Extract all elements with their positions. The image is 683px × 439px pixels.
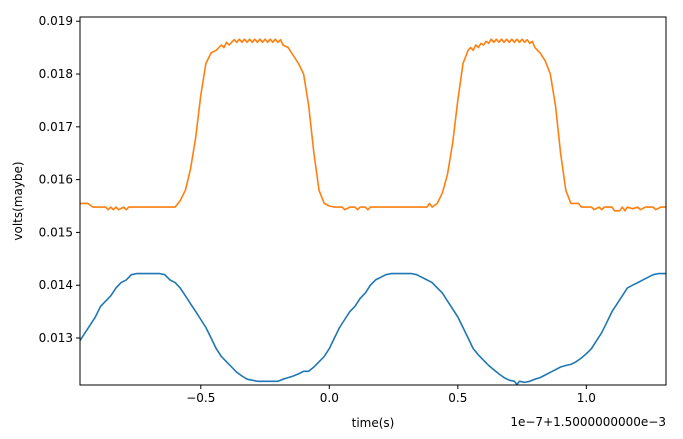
y-axis-label: volts(maybe) — [11, 161, 25, 240]
plot-frame — [79, 16, 667, 386]
series-layer — [80, 38, 666, 385]
y-tick-label: 0.013 — [39, 331, 73, 345]
series-line-2 — [80, 272, 666, 385]
x-tick-label: −0.5 — [186, 391, 215, 405]
y-tick-label: 0.018 — [39, 67, 73, 81]
x-axis-offset-label: 1e−7+1.5000000000e−3 — [510, 415, 666, 429]
series-line-1 — [80, 38, 666, 212]
y-tick-label: 0.017 — [39, 120, 73, 134]
x-axis: −0.5 0.0 0.5 1.0 — [186, 385, 596, 405]
y-tick-label: 0.014 — [39, 278, 73, 292]
y-tick-label: 0.016 — [39, 173, 73, 187]
y-tick-label: 0.019 — [39, 14, 73, 28]
x-axis-label: time(s) — [352, 416, 395, 430]
y-tick-label: 0.015 — [39, 225, 73, 239]
x-tick-label: 0.5 — [448, 391, 467, 405]
x-tick-label: 0.0 — [320, 391, 339, 405]
x-tick-label: 1.0 — [577, 391, 596, 405]
y-axis: 0.013 0.014 0.015 0.016 0.017 0.018 0.019 — [39, 14, 80, 345]
